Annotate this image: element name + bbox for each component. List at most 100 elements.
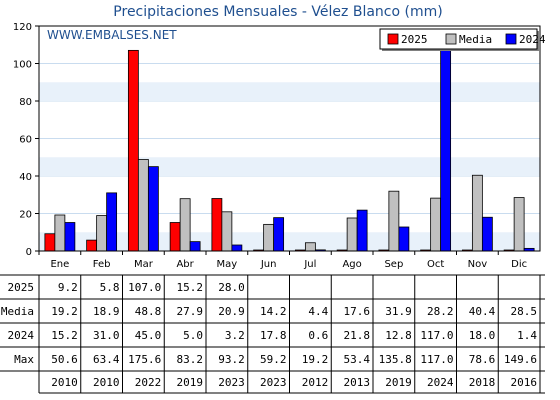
bar-2024-ene [64,222,76,252]
bar-media-jul [304,242,316,252]
bar-media-ene [54,214,66,252]
table-row-label: 2025 [8,281,35,294]
bar-2025-feb [86,239,98,252]
bar-2024-abr [189,241,201,252]
x-tick-label: Jun [260,259,277,270]
table-cell: 2019 [385,376,412,389]
table-cell: 175.6 [128,353,161,366]
table-row-label: Media [1,305,34,318]
table-cell: 2016 [511,376,538,389]
legend-label-media: Media [459,33,492,46]
x-tick-label: Feb [93,259,111,270]
table-cell: 2013 [344,376,371,389]
legend-swatch-2025 [387,33,399,45]
y-tick-label: 0 [26,247,32,258]
x-tick-label: May [217,259,238,270]
table-cell: 9.2 [58,281,78,294]
watermark-text: WWW.EMBALSES.NET [47,28,177,42]
plot-background [39,25,540,251]
table-cell: 31.0 [93,329,120,342]
bar-media-feb [96,215,108,252]
table-cell: 0.6 [308,329,328,342]
x-tick-label: Ago [342,259,361,270]
table-cell: 18.9 [93,305,120,318]
table-cell: 28.0 [218,281,245,294]
table-cell: 20.9 [218,305,245,318]
table-cell: 19.2 [302,353,329,366]
y-tick-label: 20 [19,210,32,221]
y-tick-label: 60 [19,135,32,146]
table-cell: 2010 [93,376,120,389]
table-cell: 27.9 [177,305,204,318]
bar-media-ago [346,217,358,252]
bar-2024-feb [106,192,118,252]
table-cell: 2010 [51,376,78,389]
table-cell: 28.2 [427,305,454,318]
legend-label-2024: 2024 [519,33,546,46]
table-cell: 1.4 [517,329,537,342]
bar-media-nov [471,174,483,252]
table-cell: 83.2 [177,353,204,366]
table-cell: 2019 [177,376,204,389]
chart-title: Precipitaciones Mensuales - Vélez Blanco… [113,4,442,20]
table-cell: 5.8 [100,281,120,294]
y-tick-label: 40 [19,172,32,183]
axes-layer: 0 20 40 60 80 100 120 Ene Feb Mar Abr May Jun Jul Ago S… [13,22,541,270]
y-tick-label: 80 [19,97,32,108]
bar-2025-abr [169,222,181,252]
table-cell: 135.8 [379,353,412,366]
table-cell: 2023 [260,376,287,389]
x-tick-label: Oct [427,259,444,270]
bar-media-abr [179,198,191,252]
table-cell: 48.8 [135,305,162,318]
table-cell: 117.0 [420,353,453,366]
table-cell: 3.2 [225,329,245,342]
bar-media-may [221,211,233,252]
table-cell: 14.2 [260,305,287,318]
table-cell: 15.2 [177,281,204,294]
table-cell: 149.6 [504,353,537,366]
bar-2024-ago [356,209,368,252]
y-tick-label: 120 [13,22,32,33]
bar-media-jun [263,223,275,252]
table-cell: 63.4 [93,353,120,366]
bar-2024-mar [147,166,159,252]
x-tick-label: Dic [511,259,527,270]
bar-media-sep [388,190,400,252]
legend-swatch-media [445,33,457,45]
table-cell: 17.8 [260,329,287,342]
table-cell: 2018 [469,376,496,389]
table-cell: 15.2 [51,329,78,342]
x-tick-label: Sep [384,259,403,270]
bar-media-dic [513,197,525,252]
table-cell: 78.6 [469,353,496,366]
table-cell: 50.6 [51,353,78,366]
legend-box [379,28,538,50]
table-cell: 5.0 [183,329,203,342]
bar-2024-sep [398,226,410,252]
table-cell: 59.2 [260,353,287,366]
data-table: 2025 9.2 5.8 107.0 15.2 28.0 Media 19.2 18.9 48.8… [0,274,545,394]
bar-media-mar [137,159,149,252]
table-cell: 18.0 [469,329,496,342]
table-cell: 21.8 [344,329,371,342]
table-cell: 107.0 [128,281,161,294]
table-row-label: 2024 [8,329,35,342]
chart-legend: 2025 Media 2024 [379,28,546,51]
table-cell: 45.0 [135,329,162,342]
bar-2024-oct [440,31,452,252]
x-tick-label: Ene [50,259,69,270]
bar-2025-ene [44,233,56,252]
grid-band [39,232,540,251]
grid-band [39,157,540,176]
table-cell: 4.4 [308,305,328,318]
bar-2024-may [231,244,243,252]
bar-2025-may [211,198,223,252]
legend-label-2025: 2025 [401,33,428,46]
bar-media-oct [430,197,442,252]
table-cell: 19.2 [51,305,78,318]
grid-band [39,82,540,101]
table-cell: 28.5 [511,305,538,318]
table-cell: 2012 [302,376,329,389]
table-cell: 31.9 [385,305,412,318]
